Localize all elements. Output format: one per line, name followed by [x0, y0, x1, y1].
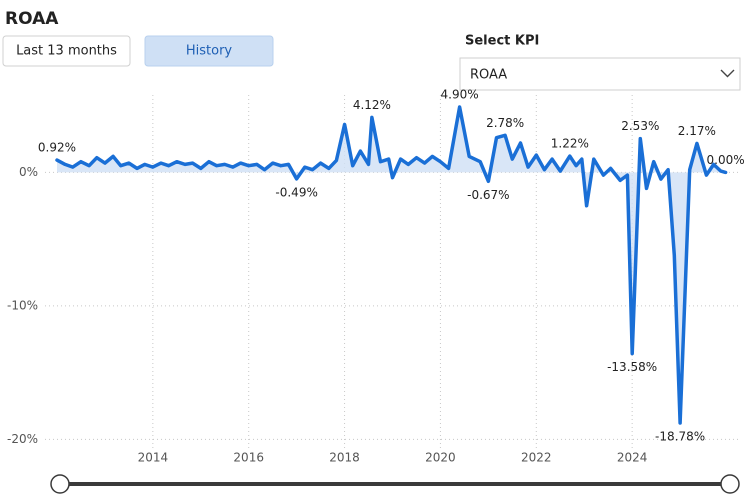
slider-handle[interactable]: [720, 474, 740, 494]
slider-handle[interactable]: [50, 474, 70, 494]
kpi-dropdown[interactable]: [459, 57, 741, 91]
y-tick-label: 0%: [19, 165, 38, 179]
data-label: 2.78%: [486, 116, 524, 130]
data-label: 0.92%: [38, 141, 76, 155]
x-tick-label: 2022: [521, 451, 552, 465]
x-tick-label: 2024: [617, 451, 648, 465]
data-label: 0.00%: [707, 153, 745, 167]
button-label: Last 13 months: [16, 44, 117, 59]
title: ROAA: [5, 9, 59, 29]
data-label: -13.58%: [607, 360, 657, 374]
chevron: [720, 69, 735, 78]
data-label: 4.90%: [441, 88, 479, 102]
x-tick-label: 2020: [425, 451, 456, 465]
button-last-13[interactable]: [2, 35, 131, 67]
data-label: -0.49%: [275, 185, 317, 199]
data-label: 1.22%: [551, 137, 589, 151]
x-tick-label: 2018: [329, 451, 360, 465]
line: [55, 105, 728, 425]
button-label: History: [186, 44, 233, 59]
data-label: -18.78%: [655, 430, 705, 444]
kpi-value: ROAA: [470, 68, 507, 83]
button-history[interactable]: [144, 35, 274, 67]
data-label: 2.17%: [678, 124, 716, 138]
x-tick-label: 2016: [233, 451, 264, 465]
kpi-label: Select KPI: [465, 34, 539, 49]
x-tick-label: 2014: [138, 451, 169, 465]
area: [57, 107, 726, 423]
y-tick-label: -20%: [7, 432, 38, 446]
plot: 0% -10% -20% 2014 2016 2018 2020 2022 2024 0.92% -…: [7, 88, 745, 465]
data-label: 4.12%: [353, 98, 391, 112]
data-label: -0.67%: [467, 188, 509, 202]
data-label: 2.53%: [621, 119, 659, 133]
y-tick-label: -10%: [7, 298, 38, 312]
